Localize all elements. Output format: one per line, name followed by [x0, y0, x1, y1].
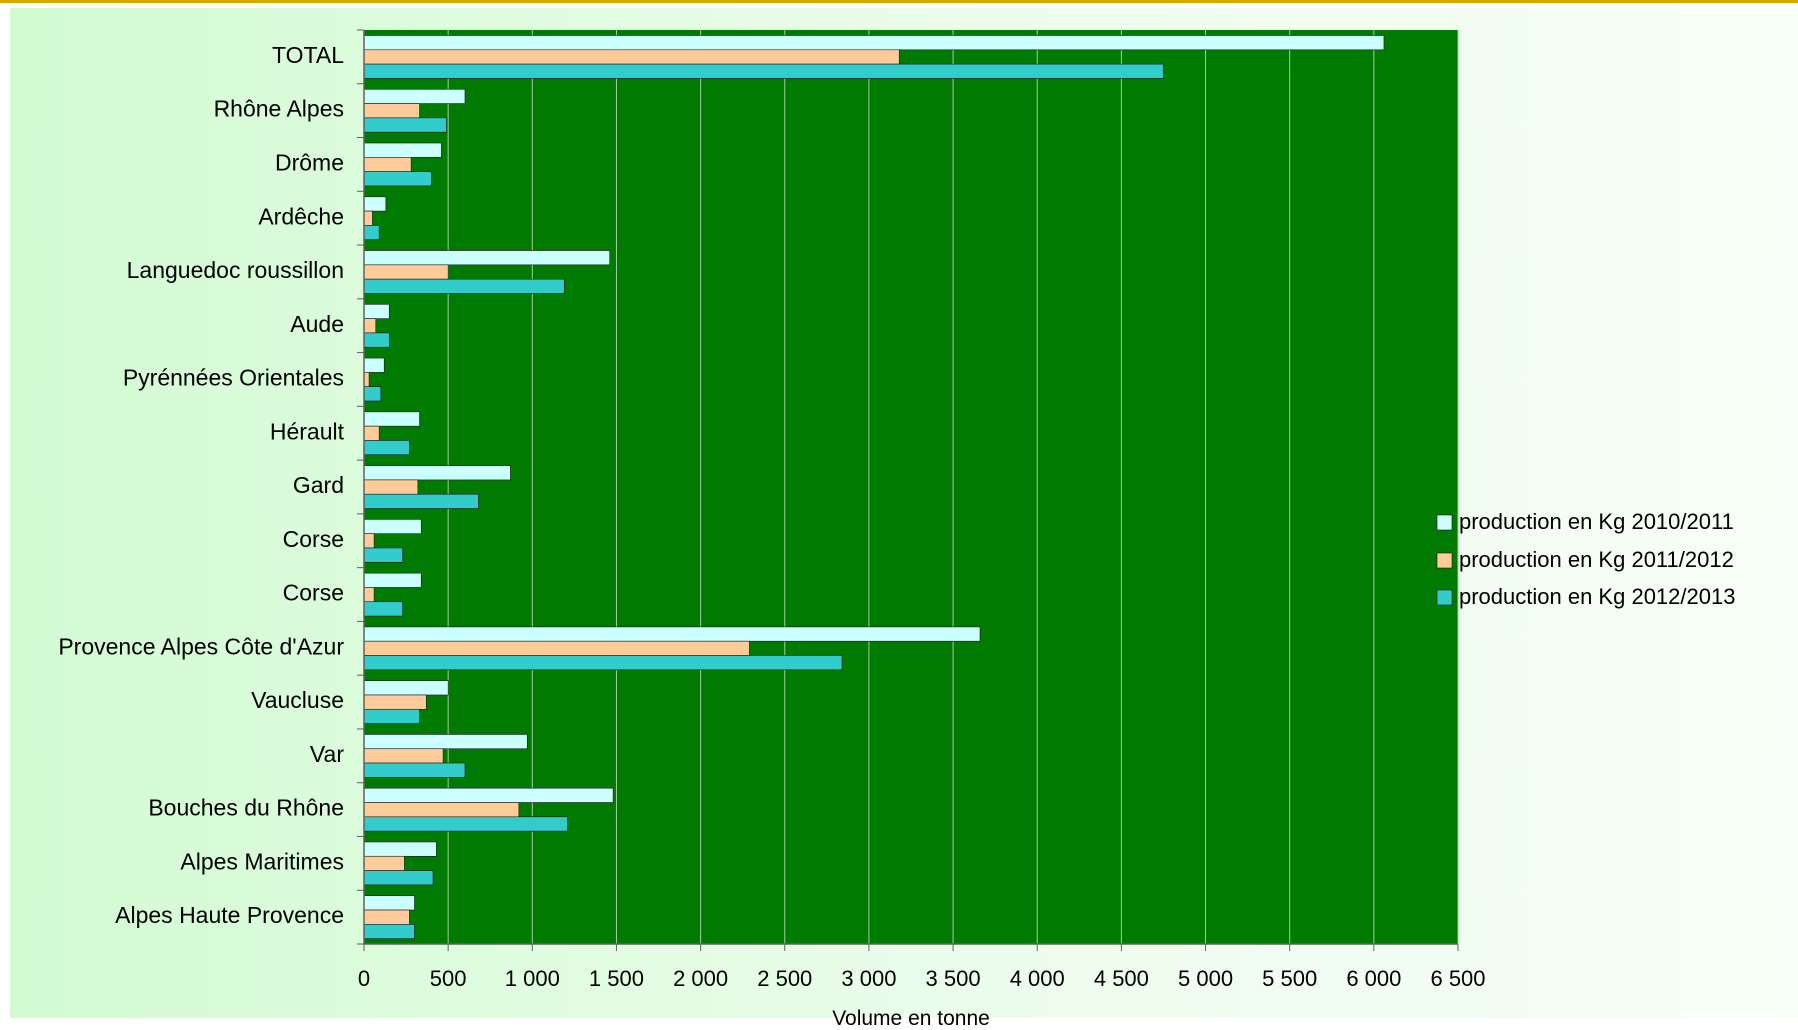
category-label: Bouches du Rhône: [148, 795, 344, 821]
bar: [363, 103, 420, 119]
x-tick-label: 2 000: [673, 966, 728, 991]
bar: [363, 734, 528, 750]
x-axis-title: Volume en tonne: [832, 1007, 990, 1030]
top-accent-rule: [0, 0, 1798, 3]
legend-label: production en Kg 2012/2013: [1459, 584, 1735, 609]
x-tick-label: 2 500: [757, 966, 812, 991]
bar: [363, 142, 442, 158]
legend: production en Kg 2010/2011 production en …: [1436, 509, 1735, 609]
bar: [363, 88, 466, 104]
x-tick-label: 4 000: [1010, 966, 1065, 991]
x-tick-labels: 0 500 1 000 1 500 2 000 2 500 3 000 3 500 4 000 4…: [358, 966, 1486, 991]
category-label: Var: [310, 741, 344, 767]
bar: [363, 626, 981, 642]
x-tick-label: 0: [358, 966, 370, 991]
category-label: Provence Alpes Côte d'Azur: [58, 633, 344, 659]
bar: [363, 278, 565, 294]
bar: [363, 250, 611, 266]
x-tick-label: 5 000: [1178, 966, 1233, 991]
legend-swatch: [1436, 589, 1453, 606]
bar: [363, 35, 1385, 51]
bar: [363, 748, 444, 764]
category-label: Languedoc roussillon: [127, 257, 344, 283]
bar: [363, 870, 434, 886]
category-label: Drôme: [275, 149, 344, 175]
bar: [363, 694, 427, 710]
bar: [363, 440, 410, 456]
x-tick-label: 500: [430, 966, 467, 991]
bar: [363, 493, 479, 509]
category-label: TOTAL: [272, 42, 344, 68]
category-label: Ardêche: [258, 203, 344, 229]
bar: [363, 332, 390, 348]
category-label: Rhône Alpes: [214, 96, 344, 122]
category-label: Corse: [283, 580, 344, 606]
bar: [363, 465, 511, 481]
bar: [363, 264, 449, 280]
x-tick-label: 3 000: [841, 966, 896, 991]
bar: [363, 372, 370, 387]
bar: [363, 924, 415, 939]
bar: [363, 787, 614, 803]
bar: [363, 533, 375, 549]
bar: [363, 157, 412, 172]
x-tick-label: 4 500: [1094, 966, 1149, 991]
bar: [363, 841, 437, 857]
bar: [363, 171, 432, 187]
bar: [363, 601, 404, 617]
bar: [363, 386, 382, 402]
bar: [363, 210, 373, 226]
bar: [363, 855, 405, 871]
background-corner-notch: [0, 1018, 255, 1030]
x-tick-label: 6 500: [1430, 966, 1485, 991]
bar: [363, 708, 420, 724]
legend-label: production en Kg 2010/2011: [1459, 509, 1734, 534]
category-label: Gard: [293, 472, 344, 498]
bar: [363, 572, 422, 588]
bar: [363, 318, 377, 334]
legend-swatch: [1436, 552, 1453, 569]
bar: [363, 357, 385, 373]
category-label: Hérault: [270, 418, 345, 444]
gridlines: [447, 30, 1459, 944]
bar: [363, 587, 375, 603]
bar: [363, 63, 1164, 79]
x-tick-label: 1 000: [505, 966, 560, 991]
category-label: Pyrénnées Orientales: [123, 365, 344, 391]
bar: [363, 909, 410, 925]
category-label: Corse: [283, 526, 344, 552]
category-label: Alpes Haute Provence: [115, 902, 344, 928]
bar: [363, 425, 380, 441]
bar: [363, 304, 390, 319]
category-label: Vaucluse: [251, 687, 344, 713]
bar: [363, 196, 387, 212]
bar: [363, 762, 466, 778]
x-tick-label: 6 000: [1346, 966, 1401, 991]
bar: [363, 225, 380, 240]
bar: [363, 816, 568, 832]
bar: [363, 117, 447, 133]
bar: [363, 680, 449, 696]
category-label: Aude: [290, 311, 344, 337]
legend-swatch: [1436, 514, 1453, 531]
x-tick-label: 1 500: [589, 966, 644, 991]
bar: [363, 411, 420, 427]
x-tick-label: 3 500: [926, 966, 981, 991]
bar: [363, 547, 404, 563]
bar: [363, 655, 843, 671]
category-label: Alpes Maritimes: [180, 848, 344, 874]
category-labels: TOTAL Rhône Alpes Drôme Ardêche Languedoc ro…: [58, 42, 344, 928]
legend-label: production en Kg 2011/2012: [1459, 547, 1734, 572]
bar: [363, 49, 900, 65]
bar: [363, 640, 750, 656]
x-tick-label: 5 500: [1262, 966, 1317, 991]
bar: [363, 895, 415, 911]
bar: [363, 519, 422, 534]
plot-area: [364, 30, 1458, 944]
bar: [363, 479, 419, 495]
bar: [363, 802, 520, 818]
axes: [357, 29, 1459, 951]
